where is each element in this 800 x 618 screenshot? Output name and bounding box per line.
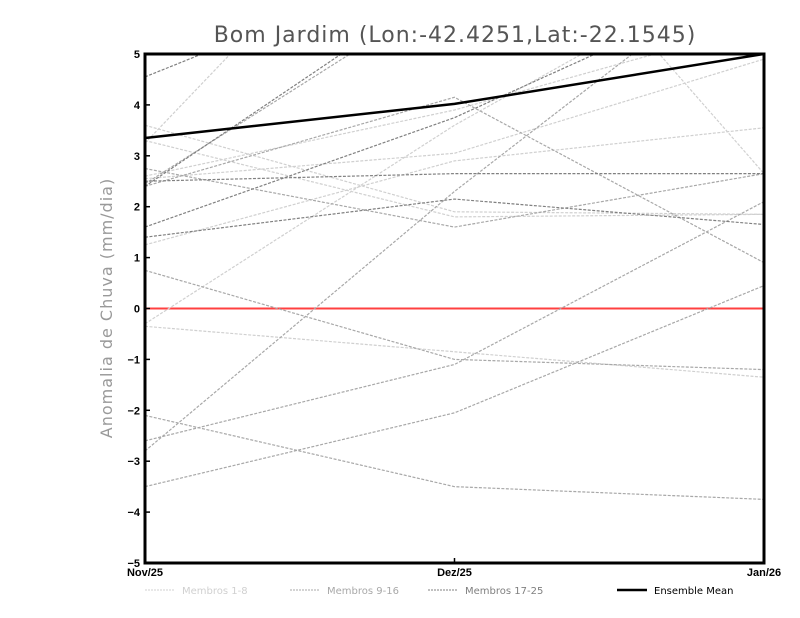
ensemble-mean-line: [145, 54, 764, 140]
member-line-9: [145, 167, 764, 228]
member-line-12: [145, 201, 764, 442]
legend-label: Membros 9-16: [327, 586, 399, 597]
y-axis-label: Anomalia de Chuva (mm/dia): [97, 178, 116, 438]
y-tick-label: −3: [127, 456, 140, 468]
legend-item-2: Membros 9-16: [290, 586, 399, 597]
y-tick-label: −2: [127, 405, 140, 417]
y-tick-label: 3: [134, 151, 140, 163]
member-line-3: [145, 127, 764, 246]
y-tick-label: −4: [127, 507, 140, 519]
legend-label: Ensemble Mean: [654, 586, 733, 597]
member-line-2: [145, 54, 657, 177]
member-line-16: [145, 54, 352, 185]
x-tick-label: Nov/25: [127, 567, 163, 579]
y-tick-label: −5: [127, 558, 140, 570]
member-line-1: [145, 139, 764, 218]
member-line-19: [145, 198, 764, 238]
y-tick-label: 2: [134, 202, 140, 214]
member-line-17: [145, 173, 764, 182]
y-tick-label: 5: [134, 49, 140, 61]
member-line-14: [145, 285, 764, 488]
x-tick-label: Jan/26: [747, 567, 781, 579]
y-tick-label: 4: [134, 100, 141, 112]
legend-item-3: Membros 17-25: [428, 586, 543, 597]
member-line-10: [145, 269, 764, 371]
y-tick-label: 0: [134, 304, 140, 316]
y-tick-label: 1: [134, 253, 140, 265]
member-line-18: [145, 54, 597, 228]
legend-item-1: Membros 1-8: [145, 586, 248, 597]
x-tick-label: Dez/25: [437, 567, 472, 579]
member-line-20: [145, 54, 343, 187]
y-tick-label: −1: [127, 354, 140, 366]
member-line-5: [145, 325, 764, 378]
legend-label: Membros 1-8: [182, 586, 248, 597]
member-line-6: [145, 124, 764, 215]
member-line-15: [145, 96, 764, 264]
legend-label: Membros 17-25: [465, 586, 543, 597]
member-line-4: [145, 54, 584, 325]
member-line-11: [145, 414, 764, 500]
legend-item-4: Ensemble Mean: [617, 586, 733, 597]
chart-title: Bom Jardim (Lon:-42.4251,Lat:-22.1545): [214, 23, 697, 48]
member-line-8: [145, 58, 764, 180]
member-line-7: [145, 54, 764, 175]
